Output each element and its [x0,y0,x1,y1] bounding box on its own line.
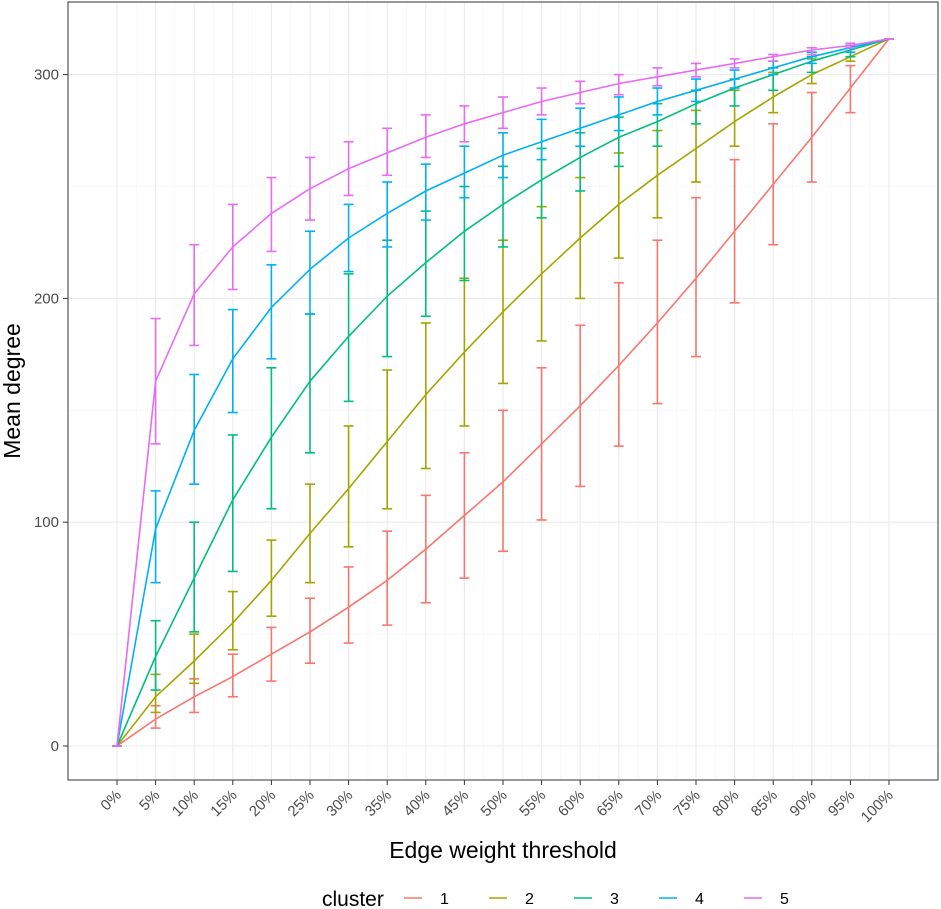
legend: cluster 1 2 3 4 5 [322,888,789,909]
x-tick-label: 75% [671,787,704,820]
y-tick-label: 200 [34,290,59,307]
legend-label-4: 4 [695,891,704,908]
legend-label-1: 1 [440,891,449,908]
series-1 [112,37,894,747]
x-tick-label: 0% [97,787,124,814]
x-axis-title: Edge weight threshold [389,837,617,863]
legend-label-5: 5 [780,891,789,908]
legend-label-3: 3 [610,891,619,908]
y-axis-title: Mean degree [0,323,25,459]
x-tick-label: 45% [439,787,472,820]
x-tick-label: 30% [323,787,356,820]
x-tick-label: 35% [362,787,395,820]
series-4 [112,37,894,747]
x-tick-label: 80% [709,787,742,820]
series-line [116,38,890,747]
x-tick-label: 100% [858,787,897,826]
series-2 [112,37,894,747]
y-tick-label: 0 [51,738,59,755]
y-axis: 0 100 200 300 [34,67,68,755]
y-tick-label: 100 [34,514,59,531]
x-tick-label: 55% [516,787,549,820]
x-axis: 0% 5% 10% 15% 20% 25% 30% 35% 40% 45% 50% 55% 60% 65%… [97,780,897,826]
x-tick-label: 15% [207,787,240,820]
x-tick-label: 85% [748,787,781,820]
series-5 [112,37,894,747]
x-tick-label: 60% [555,787,588,820]
series-line [116,38,890,747]
series-line [116,38,890,747]
x-tick-label: 20% [246,787,279,820]
legend-title: cluster [322,888,384,909]
series-line [116,38,890,747]
x-tick-label: 25% [285,787,318,820]
x-tick-label: 40% [400,787,433,820]
series-line [116,38,890,747]
y-tick-label: 300 [34,67,59,84]
x-tick-label: 90% [786,787,819,820]
x-tick-label: 5% [136,787,163,814]
legend-label-2: 2 [525,891,534,908]
series-layer [112,37,894,747]
x-tick-label: 95% [825,787,858,820]
x-tick-label: 50% [478,787,511,820]
x-tick-label: 65% [593,787,626,820]
x-tick-label: 10% [169,787,202,820]
x-tick-label: 70% [632,787,665,820]
